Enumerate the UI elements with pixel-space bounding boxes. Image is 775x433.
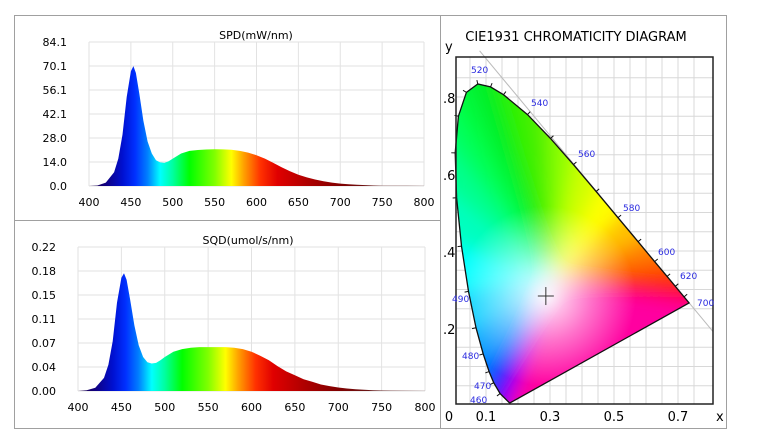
x-tick-label: 400 [79, 196, 100, 209]
x-tick-label: 400 [68, 401, 89, 414]
cie-chart: CIE1931 CHROMATICITY DIAGRAM y x 460 470 4… [426, 25, 730, 429]
y-tick-label: .8 [443, 92, 455, 107]
cie-title: CIE1931 CHROMATICITY DIAGRAM [465, 30, 686, 45]
sqd-chart: SQD(umol/s/nm) 400 450 500 550 600 650 700 750 8… [32, 234, 436, 414]
x-tick-label: 450 [111, 401, 132, 414]
wavelength-label: 700 [697, 299, 714, 309]
cie-x-label: x [716, 410, 724, 425]
x-tick-label: 0.5 [604, 410, 625, 425]
y-tick-label: 0.11 [32, 313, 57, 326]
x-tick-label: 800 [415, 401, 436, 414]
y-tick-label: 70.1 [43, 60, 68, 73]
y-tick-label: 14.0 [43, 156, 68, 169]
x-tick-label: 700 [328, 401, 349, 414]
x-tick-label: 500 [162, 196, 183, 209]
y-tick-label: 0.04 [32, 361, 57, 374]
y-tick-label: .4 [443, 246, 455, 261]
y-tick-label: .6 [443, 169, 455, 184]
y-tick-label: 56.1 [43, 84, 68, 97]
y-tick-label: 0.0 [50, 180, 68, 193]
x-tick-label: 650 [284, 401, 305, 414]
y-tick-label: 0.18 [32, 265, 57, 278]
x-tick-label: 550 [204, 196, 225, 209]
x-tick-label: 450 [120, 196, 141, 209]
x-tick-label: 0.3 [540, 410, 561, 425]
wavelength-label: 600 [658, 248, 675, 258]
x-tick-label: 550 [198, 401, 219, 414]
wavelength-tick [458, 246, 462, 247]
wavelength-label: 580 [623, 204, 640, 214]
spd-title: SPD(mW/nm) [219, 29, 293, 42]
wavelength-label: 520 [471, 66, 488, 76]
x-tick-label: 750 [371, 401, 392, 414]
sqd-title: SQD(umol/s/nm) [203, 234, 294, 247]
y-tick-label: 0.00 [32, 385, 57, 398]
x-tick-label: 800 [414, 196, 435, 209]
cie-y-label: y [445, 40, 453, 55]
y-tick-label: .2 [443, 323, 455, 338]
wavelength-label: 480 [462, 352, 479, 362]
wavelength-label: 560 [578, 150, 595, 160]
y-tick-label: 0.07 [32, 337, 57, 350]
x-tick-label: 0.1 [476, 410, 497, 425]
wavelength-label: 470 [474, 382, 491, 392]
x-tick-label: 650 [288, 196, 309, 209]
y-tick-label: 28.0 [43, 132, 68, 145]
x-tick-label: 0 [445, 410, 453, 425]
x-tick-label: 600 [246, 196, 267, 209]
x-tick-label: 600 [241, 401, 262, 414]
x-tick-label: 750 [372, 196, 393, 209]
y-tick-label: 84.1 [43, 36, 68, 49]
wavelength-label: 540 [531, 99, 548, 109]
wavelength-tick [465, 291, 469, 292]
wavelength-label: 490 [452, 295, 469, 305]
wavelength-label: 620 [680, 272, 697, 282]
y-tick-label: 42.1 [43, 108, 68, 121]
x-tick-label: 0.7 [668, 410, 689, 425]
wavelength-label: 460 [470, 396, 487, 406]
y-tick-label: 0.15 [32, 289, 57, 302]
y-tick-label: 0.22 [32, 241, 57, 254]
x-tick-label: 500 [154, 401, 175, 414]
spd-chart: SPD(mW/nm) 400 450 500 550 600 650 700 750 800 0.… [43, 29, 435, 209]
x-tick-label: 700 [330, 196, 351, 209]
